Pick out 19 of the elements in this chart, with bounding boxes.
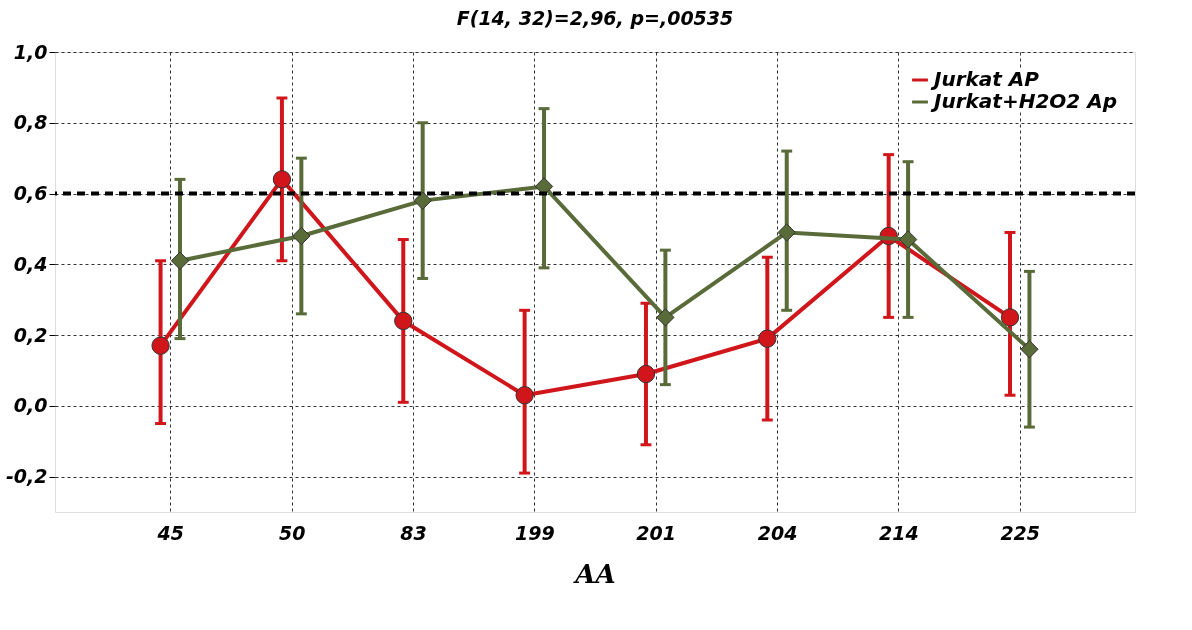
legend-label: Jurkat+H2O2 Ap <box>930 89 1117 113</box>
y-tick-label: 1,0 <box>13 40 48 63</box>
y-tick-label: 0,0 <box>13 394 48 417</box>
chart-title: F(14, 32)=2,96, p=,00535 <box>456 7 734 29</box>
x-tick-label: 214 <box>879 521 919 544</box>
y-tick-label: 0,2 <box>13 323 48 346</box>
x-tick-label: 199 <box>514 521 555 544</box>
x-tick-label: 50 <box>278 521 306 544</box>
x-tick-label: 45 <box>156 521 185 544</box>
y-tick-label: 0,4 <box>13 252 48 275</box>
x-axis-title: AA <box>572 558 616 589</box>
y-tick-label: 0,6 <box>13 182 48 205</box>
x-tick-label: 204 <box>757 521 798 544</box>
x-tick-label: 225 <box>1000 521 1041 544</box>
y-tick-label: 0,8 <box>13 111 48 134</box>
x-tick-label: 201 <box>636 521 677 544</box>
legend-label: Jurkat AP <box>930 67 1040 91</box>
y-tick-label: -0,2 <box>5 465 48 488</box>
x-tick-label: 83 <box>400 521 427 544</box>
